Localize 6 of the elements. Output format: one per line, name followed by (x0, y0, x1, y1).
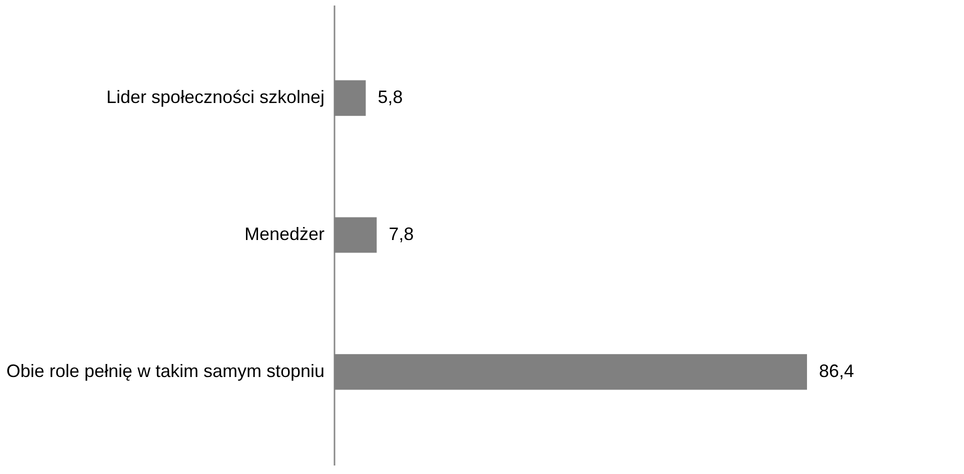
data-label: 7,8 (388, 224, 414, 244)
y-tick-label: Obie role pełnię w takim samym stopniu (6, 360, 324, 381)
data-label: 5,8 (378, 87, 403, 108)
data-label: 86,4 (819, 360, 854, 381)
y-tick-label: Lider społeczności szkolnej (106, 87, 324, 108)
y-tick-label: Menedżer (244, 224, 324, 244)
